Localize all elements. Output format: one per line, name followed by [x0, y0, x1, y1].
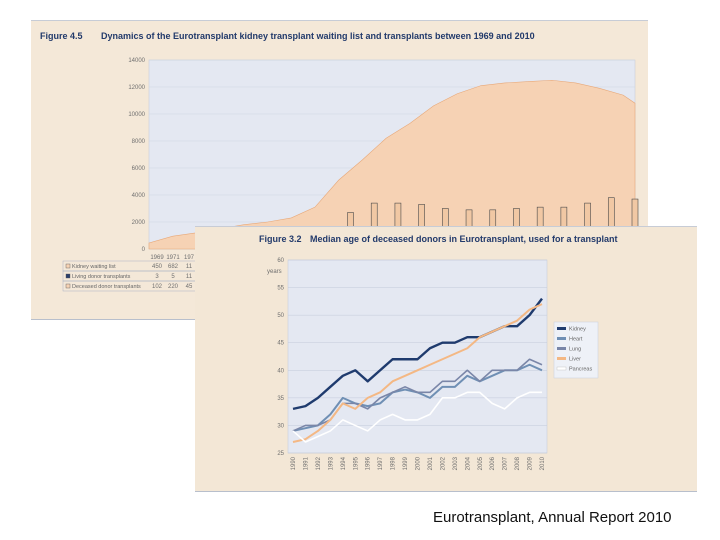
fig32-title: Median age of deceased donors in Eurotra… [310, 234, 618, 244]
x-tick-label: 2006 [490, 456, 496, 470]
x-tick-label: 1991 [303, 456, 309, 470]
legend-label: Kidney [569, 327, 586, 333]
y-axis-label: years [267, 269, 282, 275]
legend-label: Pancreas [569, 367, 592, 373]
x-tick-label: 2002 [440, 456, 446, 470]
waiting-list-chart: 0 2000 4000 6000 8000 10000 12000 14000 1969 450 3… [62, 58, 639, 292]
x-tick-label: 2010 [540, 456, 546, 470]
series-line-liver [292, 303, 543, 443]
x-tick-label: 2004 [465, 456, 471, 470]
legend-swatch [557, 327, 566, 330]
table-column-header: 1971 [166, 255, 180, 261]
y-tick-label: 30 [277, 423, 284, 429]
legend-swatch [556, 366, 567, 371]
table-cell: 11 [186, 274, 193, 280]
fig45-title: Dynamics of the Eurotransplant kidney tr… [101, 31, 535, 41]
y-tick-label: 10000 [128, 112, 145, 118]
y-tick-label: 50 [277, 313, 284, 319]
table-row-swatch [65, 273, 71, 279]
x-tick-label: 1994 [341, 456, 347, 470]
table-column-header: 197 [184, 255, 195, 261]
y-tick-label: 25 [277, 451, 284, 457]
y-tick-label: 60 [277, 258, 284, 264]
legend-swatch [557, 357, 566, 360]
table-cell: 102 [152, 284, 163, 290]
waiting-list-figure: Figure 4.5 Dynamics of the Eurotransplan… [31, 20, 648, 320]
table-row-label: Deceased donor transplants [72, 284, 141, 290]
x-tick-label: 2009 [528, 456, 534, 470]
table-cell: 3 [155, 274, 159, 280]
legend-label: Liver [569, 357, 581, 363]
x-tick-label: 1998 [391, 456, 397, 470]
x-tick-label: 1990 [291, 456, 297, 470]
table-column-header: 1969 [150, 255, 164, 261]
x-tick-label: 2005 [478, 456, 484, 470]
x-tick-label: 2008 [515, 456, 521, 470]
table-row-label: Kidney waiting list [72, 264, 116, 270]
y-tick-label: 8000 [132, 139, 146, 145]
table-cell: 450 [152, 264, 163, 270]
table-cell: 220 [168, 284, 179, 290]
donor-age-figure: Figure 3.2 Median age of deceased donors… [195, 226, 697, 492]
fig32-number: Figure 3.2 [259, 234, 302, 244]
legend-swatch [557, 337, 566, 340]
y-tick-label: 0 [142, 247, 146, 253]
y-tick-label: 45 [277, 341, 284, 347]
donor-age-chart: years 25 30 35 40 45 50 55 60 1990 1991 1992 1993 199… [267, 258, 599, 470]
x-tick-label: 1992 [316, 456, 322, 470]
y-tick-label: 40 [277, 368, 284, 374]
x-tick-label: 1996 [366, 456, 372, 470]
y-tick-label: 55 [277, 286, 284, 292]
x-tick-label: 1995 [353, 456, 359, 470]
source-caption: Eurotransplant, Annual Report 2010 [433, 509, 672, 526]
y-tick-label: 14000 [128, 58, 145, 64]
table-row-swatch [65, 263, 71, 269]
y-tick-label: 12000 [128, 85, 145, 91]
series-line-pancreas [292, 391, 542, 443]
legend-label: Heart [569, 337, 583, 343]
table-row-label: Living donor transplants [72, 274, 131, 280]
y-tick-label: 35 [277, 396, 284, 402]
x-tick-label: 1999 [403, 456, 409, 470]
x-tick-label: 2000 [416, 456, 422, 470]
legend-swatch [557, 347, 566, 350]
x-tick-label: 2003 [453, 456, 459, 470]
table-cell: 5 [171, 274, 175, 280]
fig45-number: Figure 4.5 [40, 31, 83, 41]
table-row-swatch [65, 283, 71, 289]
x-tick-label: 2001 [428, 456, 434, 470]
table-cell: 45 [186, 284, 193, 290]
x-tick-label: 1997 [378, 456, 384, 470]
table-cell: 11 [186, 264, 193, 270]
y-tick-label: 2000 [132, 220, 146, 226]
x-tick-label: 1993 [328, 456, 334, 470]
plot-area [287, 259, 548, 454]
legend-label: Lung [569, 347, 581, 353]
table-cell: 682 [168, 264, 179, 270]
y-tick-label: 6000 [132, 166, 146, 172]
y-tick-label: 4000 [132, 193, 146, 199]
x-tick-label: 2007 [503, 456, 509, 470]
